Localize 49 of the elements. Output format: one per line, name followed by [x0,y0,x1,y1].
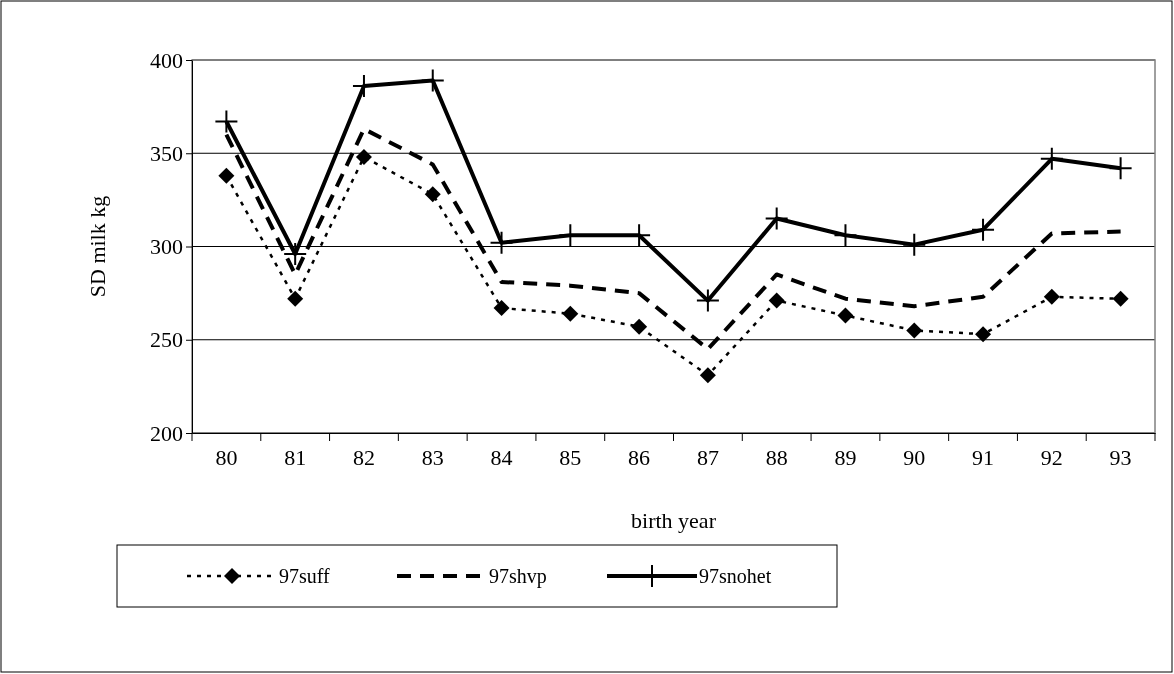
point [490,231,513,254]
point [972,218,995,241]
point [424,186,441,203]
x-tick-label: 84 [490,444,513,470]
point [1112,290,1129,307]
y-tick-label: 300 [150,234,183,260]
x-tick-label: 88 [765,444,788,470]
x-axis-title: birth year [631,508,717,533]
point [834,224,857,247]
point [631,318,648,335]
legend-label: 97shvp [489,565,547,588]
point [421,69,444,92]
point [903,233,926,256]
x-tick-label: 93 [1109,444,1132,470]
point [699,367,716,384]
legend-label: 97suff [279,565,331,587]
x-tick-label: 82 [352,444,375,470]
point [696,289,719,312]
point [355,148,372,165]
x-tick-label: 83 [421,444,444,470]
x-tick-label: 87 [696,444,719,470]
point [975,326,992,343]
y-tick-label: 400 [150,47,183,73]
point [493,300,510,317]
y-tick-label: 200 [150,420,183,446]
point [837,307,854,324]
x-tick-label: 91 [972,444,995,470]
y-axis-title: SD milk kg [85,195,110,298]
point [218,167,235,184]
point [287,290,304,307]
x-tick-label: 81 [284,444,307,470]
x-tick-label: 92 [1040,444,1063,470]
point [768,292,785,309]
point [215,110,238,133]
y-tick-label: 350 [150,140,183,166]
point [284,242,307,265]
point [765,207,788,230]
point [1043,288,1060,305]
x-tick-label: 80 [215,444,238,470]
x-tick-label: 86 [628,444,651,470]
x-tick-label: 89 [834,444,857,470]
point [1040,147,1063,170]
x-tick-label: 85 [559,444,582,470]
point [906,322,923,339]
point [562,305,579,322]
legend-label: 97snohet [699,565,772,587]
point [1109,157,1132,180]
x-tick-label: 90 [903,444,926,470]
y-tick-label: 250 [150,327,183,353]
